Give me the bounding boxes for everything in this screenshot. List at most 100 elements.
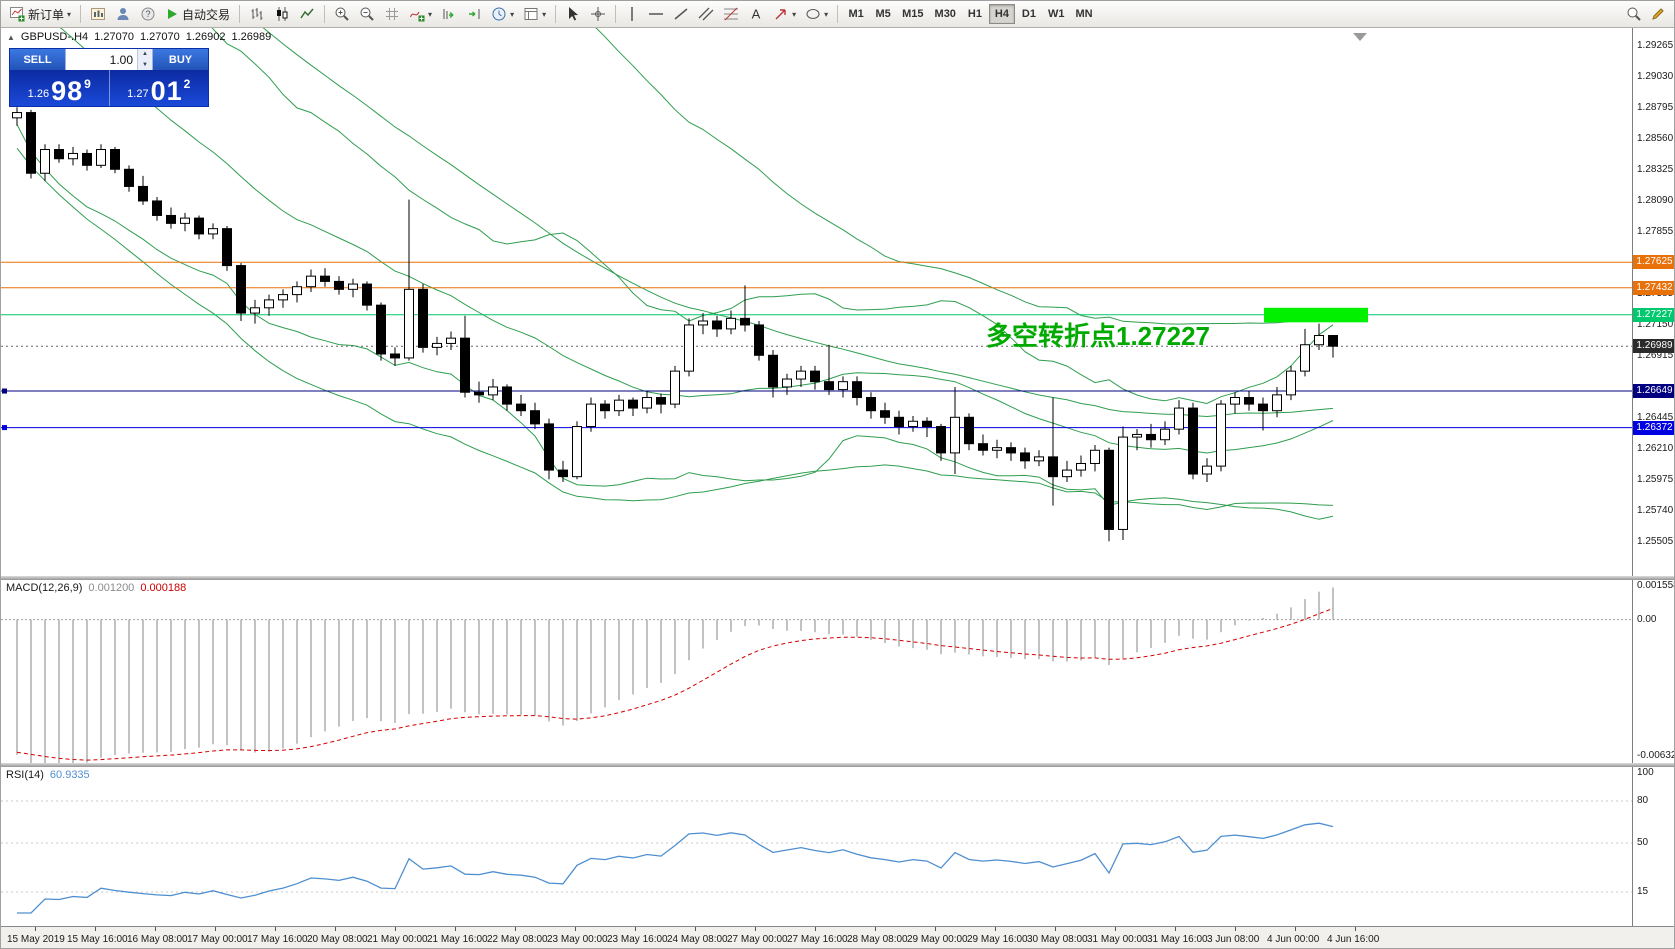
- timeframe-button-M30[interactable]: M30: [930, 4, 961, 24]
- chart-annotation-text: 多空转折点1.27227: [986, 321, 1210, 351]
- candle: [222, 226, 232, 271]
- chart-shift-marker-icon[interactable]: [1353, 33, 1367, 41]
- autotrading-label: 自动交易: [182, 7, 231, 22]
- profile-icon: [117, 8, 129, 20]
- chart-shift-button[interactable]: [462, 3, 486, 25]
- candle: [446, 331, 456, 351]
- time-axis-tick: [875, 927, 876, 931]
- timeframe-button-W1[interactable]: W1: [1043, 4, 1070, 24]
- lot-down-button[interactable]: ▼: [138, 59, 152, 70]
- time-axis-tick: [1175, 927, 1176, 931]
- main-chart-plot[interactable]: [1, 28, 1632, 576]
- line-handle[interactable]: [2, 388, 7, 394]
- price-badge: 1.27227: [1633, 307, 1674, 322]
- candle: [320, 268, 330, 287]
- buy-button[interactable]: BUY: [153, 49, 208, 70]
- new-order-label: 新订单: [28, 7, 65, 22]
- highlight-rectangle[interactable]: [1264, 307, 1368, 323]
- arrows-tool[interactable]: ▾: [769, 3, 800, 25]
- svg-text:?: ?: [146, 9, 151, 19]
- bar-chart-button[interactable]: [245, 3, 269, 25]
- candle: [1300, 328, 1310, 377]
- timeframe-button-MN[interactable]: MN: [1070, 4, 1097, 24]
- buy-price-sup: 2: [183, 77, 191, 91]
- candle: [516, 394, 526, 416]
- candle: [152, 196, 162, 221]
- chart-window-icon: [91, 8, 106, 20]
- line-chart-icon: [300, 8, 314, 19]
- candle: [1104, 447, 1114, 542]
- timeframe-button-D1[interactable]: D1: [1016, 4, 1042, 24]
- trendline-tool[interactable]: [669, 3, 693, 25]
- price-axis-label: 1.25975: [1637, 473, 1674, 485]
- time-axis-label: 20 May 08:00: [307, 934, 368, 945]
- period-button[interactable]: ▾: [487, 3, 518, 25]
- time-axis-tick: [755, 927, 756, 931]
- window-separator[interactable]: [1, 763, 1674, 767]
- line-handle[interactable]: [2, 425, 7, 431]
- new-order-icon: [10, 7, 25, 22]
- cursor-button[interactable]: [561, 3, 585, 25]
- zoom-in-button[interactable]: [330, 3, 354, 25]
- lot-up-button[interactable]: ▲: [138, 49, 152, 60]
- candle: [922, 417, 932, 438]
- grid-toggle-button[interactable]: [380, 3, 404, 25]
- profile-button[interactable]: [111, 3, 135, 25]
- macd-plot[interactable]: [1, 580, 1632, 763]
- candle: [460, 315, 470, 398]
- auto-scroll-button[interactable]: [437, 3, 461, 25]
- timeframe-button-M5[interactable]: M5: [870, 4, 896, 24]
- candle: [404, 199, 414, 361]
- rsi-panel: RSI(14) 60.9335 100 80 50 15: [1, 767, 1674, 926]
- time-axis-label: 24 May 08:00: [667, 934, 728, 945]
- candle: [572, 421, 582, 480]
- candlestick-button[interactable]: [270, 3, 294, 25]
- one-click-toggle-icon[interactable]: ▲: [7, 32, 15, 42]
- timeframe-button-M15[interactable]: M15: [897, 4, 928, 24]
- candle: [796, 365, 806, 387]
- price-badge: 1.26989: [1633, 339, 1674, 354]
- help-button[interactable]: ?: [136, 3, 160, 25]
- horizontal-line-tool[interactable]: [644, 3, 668, 25]
- candle: [628, 397, 638, 416]
- candle: [1034, 450, 1044, 467]
- text-tool[interactable]: A: [744, 3, 768, 25]
- zoom-in-icon: [335, 7, 349, 21]
- chart-window-button[interactable]: [86, 3, 110, 25]
- autotrading-button[interactable]: 自动交易: [161, 3, 234, 25]
- timeframe-button-M1[interactable]: M1: [843, 4, 869, 24]
- buy-price-button[interactable]: 1.27 01 2: [108, 70, 209, 106]
- candle: [530, 402, 540, 430]
- line-chart-button[interactable]: [295, 3, 319, 25]
- candle: [292, 281, 302, 303]
- time-axis-label: 17 May 00:00: [187, 934, 248, 945]
- dropdown-caret-icon: ▾: [67, 9, 72, 19]
- fibonacci-tool[interactable]: [719, 3, 743, 25]
- rsi-plot[interactable]: [1, 767, 1632, 926]
- indicators-button[interactable]: ▾: [405, 3, 436, 25]
- timeframe-button-H4[interactable]: H4: [988, 4, 1015, 24]
- edit-button[interactable]: [1646, 3, 1670, 25]
- template-button[interactable]: ▾: [519, 3, 550, 25]
- search-button[interactable]: [1622, 3, 1646, 25]
- sell-button[interactable]: SELL: [10, 49, 65, 70]
- dropdown-caret-icon: ▾: [824, 9, 829, 19]
- shapes-tool[interactable]: ▾: [801, 3, 832, 25]
- window-separator[interactable]: [1, 576, 1674, 580]
- sell-price-button[interactable]: 1.26 98 9: [10, 70, 109, 106]
- price-badge: 1.26649: [1633, 384, 1674, 399]
- new-order-button[interactable]: 新订单 ▾: [5, 3, 75, 25]
- candle: [824, 344, 834, 395]
- channel-tool[interactable]: [694, 3, 718, 25]
- zoom-out-button[interactable]: [355, 3, 379, 25]
- bar-chart-icon: [251, 8, 263, 20]
- price-axis-label: 1.26445: [1637, 411, 1674, 423]
- timeframe-button-H1[interactable]: H1: [962, 4, 988, 24]
- candle: [376, 302, 386, 361]
- candle: [810, 365, 820, 390]
- lot-size-input[interactable]: [66, 49, 137, 70]
- chart-header: ▲ GBPUSD-.H4 1.27070 1.27070 1.26902 1.2…: [7, 31, 271, 43]
- vertical-line-tool[interactable]: [621, 3, 643, 25]
- time-axis-tick: [155, 927, 156, 931]
- crosshair-button[interactable]: [586, 3, 610, 25]
